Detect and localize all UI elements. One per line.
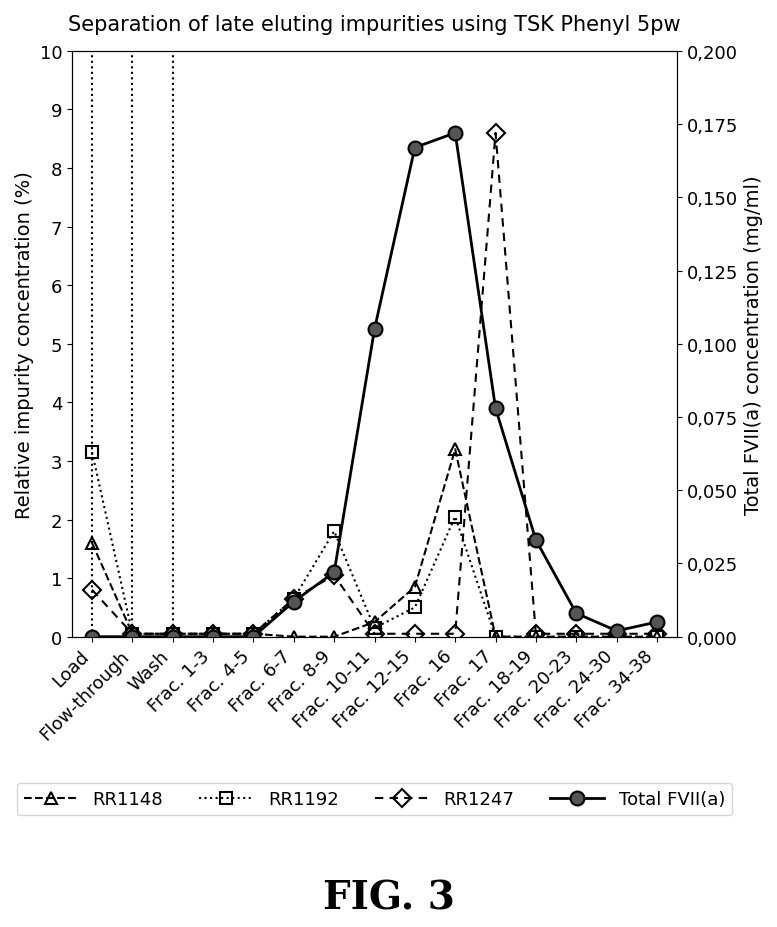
- Total FVII(a): [531, 535, 540, 546]
- RR1148: [450, 444, 459, 455]
- RR1247: [370, 629, 379, 640]
- RR1148: [571, 631, 580, 642]
- RR1192: [289, 593, 298, 604]
- Legend: RR1148, RR1192, RR1247, Total FVII(a): RR1148, RR1192, RR1247, Total FVII(a): [16, 782, 732, 815]
- Line: Total FVII(a): Total FVII(a): [85, 127, 664, 644]
- RR1192: [652, 631, 661, 642]
- RR1192: [370, 623, 379, 634]
- Text: FIG. 3: FIG. 3: [322, 879, 455, 917]
- Total FVII(a): [450, 128, 459, 139]
- RR1247: [409, 629, 419, 640]
- RR1247: [289, 593, 298, 604]
- RR1247: [329, 570, 339, 581]
- Line: RR1148: RR1148: [85, 443, 663, 643]
- RR1148: [531, 631, 540, 642]
- RR1192: [531, 631, 540, 642]
- RR1192: [490, 631, 500, 642]
- Total FVII(a): [611, 626, 621, 637]
- RR1192: [87, 447, 96, 458]
- RR1192: [450, 512, 459, 523]
- RR1192: [249, 629, 258, 640]
- RR1192: [409, 603, 419, 614]
- Line: RR1192: RR1192: [85, 447, 663, 643]
- RR1247: [87, 585, 96, 596]
- RR1148: [409, 582, 419, 593]
- RR1247: [168, 629, 177, 640]
- RR1192: [208, 629, 218, 640]
- Total FVII(a): [571, 608, 580, 619]
- Total FVII(a): [652, 616, 661, 628]
- Total FVII(a): [490, 403, 500, 414]
- RR1192: [127, 629, 137, 640]
- RR1247: [531, 629, 540, 640]
- RR1148: [208, 629, 218, 640]
- RR1247: [450, 629, 459, 640]
- RR1247: [571, 629, 580, 640]
- RR1247: [611, 629, 621, 640]
- RR1247: [208, 629, 218, 640]
- Y-axis label: Total FVII(a) concentration (mg/ml): Total FVII(a) concentration (mg/ml): [743, 175, 762, 514]
- Total FVII(a): [208, 631, 218, 642]
- RR1148: [127, 629, 137, 640]
- RR1148: [652, 631, 661, 642]
- RR1192: [329, 527, 339, 538]
- RR1247: [249, 629, 258, 640]
- RR1247: [127, 629, 137, 640]
- RR1148: [87, 538, 96, 549]
- Line: RR1247: RR1247: [85, 128, 663, 641]
- RR1148: [168, 629, 177, 640]
- RR1148: [249, 629, 258, 640]
- Total FVII(a): [329, 567, 339, 578]
- RR1148: [611, 631, 621, 642]
- RR1148: [370, 616, 379, 628]
- RR1148: [329, 631, 339, 642]
- Title: Separation of late eluting impurities using TSK Phenyl 5pw: Separation of late eluting impurities us…: [68, 15, 680, 35]
- RR1148: [289, 631, 298, 642]
- Y-axis label: Relative impurity concentration (%): Relative impurity concentration (%): [15, 171, 34, 518]
- Total FVII(a): [249, 631, 258, 642]
- RR1247: [652, 629, 661, 640]
- RR1192: [168, 629, 177, 640]
- Total FVII(a): [289, 596, 298, 607]
- RR1247: [490, 128, 500, 139]
- Total FVII(a): [127, 631, 137, 642]
- Total FVII(a): [87, 631, 96, 642]
- Total FVII(a): [168, 631, 177, 642]
- RR1192: [571, 631, 580, 642]
- RR1148: [490, 631, 500, 642]
- Total FVII(a): [370, 324, 379, 336]
- Total FVII(a): [409, 143, 419, 154]
- RR1192: [611, 631, 621, 642]
